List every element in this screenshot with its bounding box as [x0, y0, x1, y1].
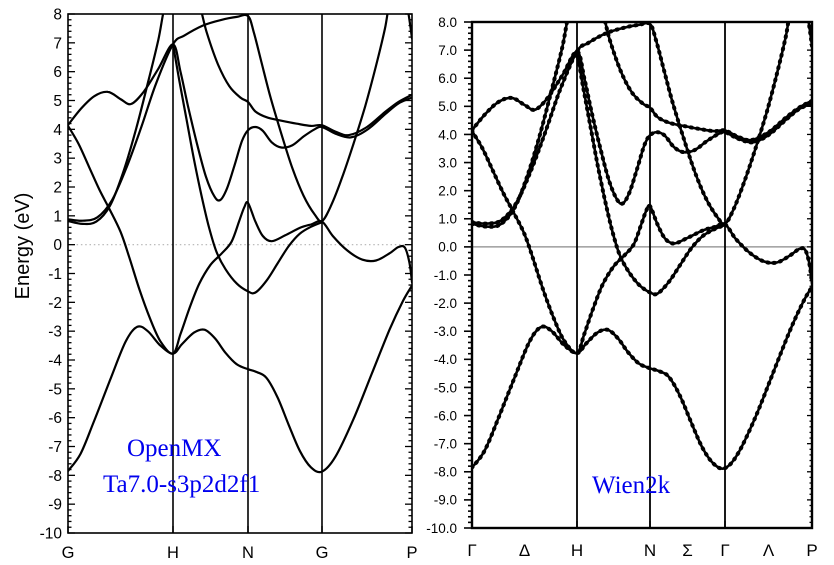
- x-tick-label-right: Λ: [763, 541, 775, 560]
- y-tick-label-left: 7: [53, 35, 62, 52]
- y-tick-label-right: 7.0: [438, 43, 457, 58]
- band-curve-left-band6: [171, 43, 324, 295]
- x-tick-label-left: G: [62, 544, 75, 562]
- x-tick-label-right: N: [644, 541, 656, 560]
- y-tick-label-left: -1: [48, 266, 62, 283]
- band-markers-right-band4: [472, 49, 812, 206]
- y-tick-label-right: 2.0: [438, 184, 457, 199]
- x-tick-label-left: P: [406, 544, 417, 562]
- band-curve-left-band2: [68, 14, 412, 223]
- y-tick-label-right: -5.0: [434, 380, 457, 395]
- y-tick-label-right: 5.0: [438, 99, 457, 114]
- y-tick-label-left: -6: [48, 410, 62, 427]
- band-markers-right-band5: [472, 129, 812, 356]
- openmx-basis-label: Ta7.0-s3p2d2f1: [103, 471, 261, 498]
- wien2k-label: Wien2k: [592, 472, 671, 499]
- x-tick-label-left: H: [167, 544, 179, 562]
- y-tick-label-right: -2.0: [434, 296, 457, 311]
- y-tick-label-left: -3: [48, 324, 62, 341]
- y-tick-label-right: -6.0: [434, 408, 457, 423]
- x-tick-label-right: H: [571, 541, 583, 560]
- x-tick-label-right: Δ: [519, 541, 530, 560]
- y-tick-label-right: -8.0: [434, 465, 457, 480]
- y-tick-label-left: 5: [53, 93, 62, 110]
- y-tick-label-right: -9.0: [434, 493, 457, 508]
- y-tick-label-left: 3: [53, 151, 62, 168]
- right-band-plot: 8.0 7.0 6.0 5.0 4.0 3.0 2.0 1.0 0.0 -1.0 -2.0 -3.0 -…: [426, 15, 817, 560]
- bands-group-right: [472, 22, 812, 471]
- y-tick-label-left: 0: [53, 237, 62, 254]
- band-curve-left-band1: [68, 284, 412, 474]
- x-tick-label-right: P: [806, 541, 817, 560]
- x-tick-label-left: N: [242, 544, 254, 562]
- y-tick-label-left: -4: [48, 353, 62, 370]
- band-curve-left-band3: [68, 14, 412, 226]
- y-tick-label-left: -10: [40, 526, 63, 543]
- y-tick-label-right: -1.0: [434, 268, 457, 283]
- y-tick-label-right: -3.0: [434, 324, 457, 339]
- y-tick-label-right: -4.0: [434, 352, 457, 367]
- y-tick-label-left: 6: [53, 64, 62, 81]
- y-tick-label-right: 0.0: [438, 240, 457, 255]
- x-tick-label-right: Σ: [682, 541, 693, 560]
- energy-axis-label: Energy (eV): [12, 192, 34, 300]
- y-tick-label-left: 1: [53, 208, 62, 225]
- band-markers-right-band3: [472, 22, 812, 229]
- y-tick-label-left: -7: [48, 439, 62, 456]
- y-tick-label-right: 4.0: [438, 127, 457, 142]
- band-curve-left-band4: [68, 43, 412, 202]
- y-tick-label-right: -10.0: [426, 521, 457, 536]
- bands-group-left: [68, 14, 412, 474]
- band-markers-right-band6: [575, 49, 727, 297]
- y-tick-label-left: -8: [48, 468, 62, 485]
- y-tick-label-right: -7.0: [434, 437, 457, 452]
- band-curve-left-band5: [68, 124, 412, 355]
- band-markers-right-band1: [472, 284, 812, 471]
- y-tick-label-left: -5: [48, 381, 62, 398]
- y-tick-label-right: 3.0: [438, 155, 457, 170]
- y-tick-label-left: -9: [48, 497, 62, 514]
- openmx-label: OpenMX: [127, 435, 222, 462]
- x-tick-label-right: Γ: [467, 541, 476, 560]
- y-tick-label-left: -2: [48, 295, 62, 312]
- band-markers-right-band2: [472, 22, 812, 227]
- y-tick-label-left: 8: [53, 7, 62, 24]
- y-tick-label-right: 6.0: [438, 71, 457, 86]
- y-tick-label-right: 8.0: [438, 15, 457, 30]
- x-tick-label-left: G: [316, 544, 329, 562]
- y-tick-label-right: 1.0: [438, 212, 457, 227]
- x-tick-label-right: Γ: [720, 541, 729, 560]
- y-tick-label-left: 4: [53, 122, 62, 139]
- y-tick-label-left: 2: [53, 180, 62, 197]
